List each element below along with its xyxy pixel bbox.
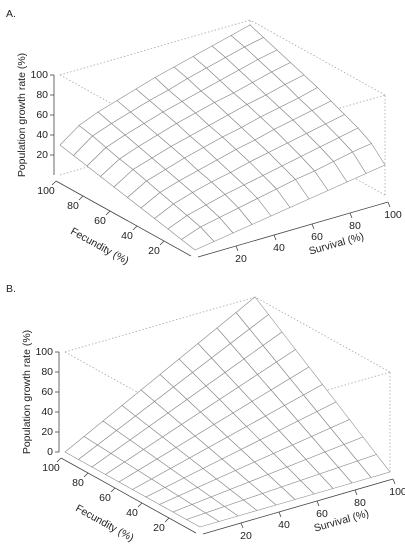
x-tick-label: 80 bbox=[354, 497, 366, 509]
x-tick-label: 100 bbox=[384, 209, 402, 221]
z-tick-label: 20 bbox=[41, 426, 53, 438]
y-tick-label: 80 bbox=[72, 477, 84, 489]
y-tick-label: 20 bbox=[153, 522, 165, 534]
x-tick-label: 60 bbox=[311, 231, 323, 243]
surface-cell bbox=[186, 512, 220, 528]
z-tick-label: 60 bbox=[41, 386, 53, 398]
surface-cell bbox=[181, 226, 215, 251]
y-tick-label: 20 bbox=[148, 245, 160, 257]
y-axis bbox=[55, 180, 192, 257]
box-edge bbox=[64, 351, 201, 428]
x-tick-label: 60 bbox=[316, 508, 328, 520]
x-tick bbox=[387, 201, 391, 208]
z-tick-label: 40 bbox=[36, 129, 48, 141]
y-tick bbox=[137, 502, 143, 508]
y-tick bbox=[51, 180, 57, 186]
x-tick-label: 100 bbox=[389, 486, 405, 498]
y-tick-label: 80 bbox=[67, 200, 79, 212]
y-tick bbox=[83, 472, 89, 478]
x-axis bbox=[197, 201, 389, 258]
z-tick-label: 80 bbox=[41, 366, 53, 378]
y-tick-label: 100 bbox=[42, 462, 60, 474]
z-tick-label: 100 bbox=[30, 69, 48, 81]
y-tick-label: 40 bbox=[126, 507, 138, 519]
z-tick-label: 100 bbox=[35, 346, 53, 358]
y-tick bbox=[78, 195, 84, 201]
panel-label: A. bbox=[6, 8, 16, 20]
x-tick-label: 40 bbox=[273, 242, 285, 254]
x-tick bbox=[316, 500, 320, 507]
z-tick-label: 20 bbox=[36, 149, 48, 161]
x-tick-label: 20 bbox=[240, 530, 252, 542]
x-tick bbox=[311, 223, 315, 230]
z-tick-label: 40 bbox=[41, 406, 53, 418]
y-tick bbox=[164, 517, 170, 523]
y-tick bbox=[105, 210, 111, 216]
y-axis bbox=[60, 457, 197, 534]
x-tick-label: 40 bbox=[278, 519, 290, 531]
x-tick bbox=[349, 212, 353, 219]
y-tick bbox=[159, 240, 165, 246]
z-tick-label: 80 bbox=[36, 89, 48, 101]
box-edge bbox=[59, 19, 251, 76]
box-edge bbox=[64, 296, 256, 353]
x-tick bbox=[273, 234, 277, 241]
z-tick-label: 0 bbox=[47, 446, 53, 458]
y-tick-label: 100 bbox=[37, 185, 55, 197]
box-edge bbox=[254, 296, 391, 373]
x-tick bbox=[392, 478, 396, 485]
z-axis-title: Population growth rate (%) bbox=[21, 330, 33, 454]
x-tick bbox=[240, 522, 244, 529]
x-tick bbox=[278, 511, 282, 518]
box-edge bbox=[249, 19, 386, 96]
x-tick-label: 20 bbox=[235, 253, 247, 265]
y-tick bbox=[132, 225, 138, 231]
z-axis-title: Population growth rate (%) bbox=[16, 53, 28, 177]
x-axis bbox=[202, 478, 394, 535]
x-tick bbox=[235, 245, 239, 252]
y-tick-label: 40 bbox=[121, 230, 133, 242]
y-tick bbox=[56, 457, 62, 463]
y-tick-label: 60 bbox=[94, 215, 106, 227]
panel-label: B. bbox=[6, 283, 16, 295]
z-tick-label: 60 bbox=[36, 109, 48, 121]
x-tick-label: 80 bbox=[349, 220, 361, 232]
y-tick-label: 60 bbox=[99, 492, 111, 504]
y-tick bbox=[110, 487, 116, 493]
x-tick bbox=[354, 489, 358, 496]
